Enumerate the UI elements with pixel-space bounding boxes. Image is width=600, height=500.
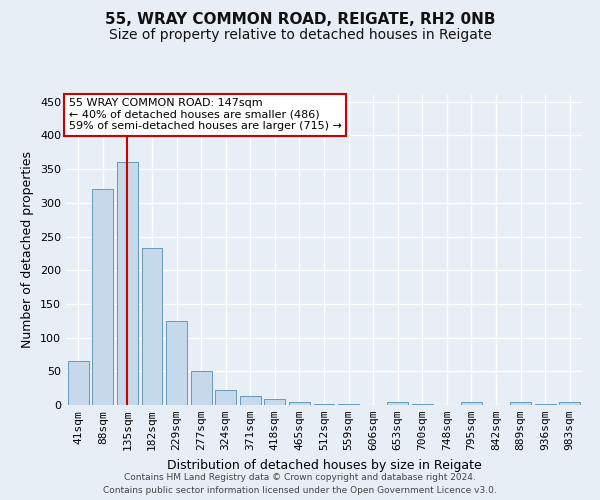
Text: 55 WRAY COMMON ROAD: 147sqm
← 40% of detached houses are smaller (486)
59% of se: 55 WRAY COMMON ROAD: 147sqm ← 40% of det… bbox=[68, 98, 341, 132]
X-axis label: Distribution of detached houses by size in Reigate: Distribution of detached houses by size … bbox=[167, 458, 481, 471]
Bar bbox=[338, 404, 359, 405]
Bar bbox=[535, 404, 556, 405]
Text: Contains HM Land Registry data © Crown copyright and database right 2024.
Contai: Contains HM Land Registry data © Crown c… bbox=[103, 474, 497, 495]
Y-axis label: Number of detached properties: Number of detached properties bbox=[22, 152, 34, 348]
Bar bbox=[265, 399, 286, 405]
Bar bbox=[559, 402, 580, 405]
Bar bbox=[412, 404, 433, 405]
Bar bbox=[215, 390, 236, 405]
Bar bbox=[191, 372, 212, 405]
Bar bbox=[142, 248, 163, 405]
Bar bbox=[510, 402, 531, 405]
Bar bbox=[387, 402, 408, 405]
Bar bbox=[117, 162, 138, 405]
Bar bbox=[92, 190, 113, 405]
Text: Size of property relative to detached houses in Reigate: Size of property relative to detached ho… bbox=[109, 28, 491, 42]
Text: 55, WRAY COMMON ROAD, REIGATE, RH2 0NB: 55, WRAY COMMON ROAD, REIGATE, RH2 0NB bbox=[105, 12, 495, 28]
Bar bbox=[166, 321, 187, 405]
Bar bbox=[289, 402, 310, 405]
Bar bbox=[461, 402, 482, 405]
Bar bbox=[314, 404, 334, 405]
Bar bbox=[240, 396, 261, 405]
Bar bbox=[68, 361, 89, 405]
